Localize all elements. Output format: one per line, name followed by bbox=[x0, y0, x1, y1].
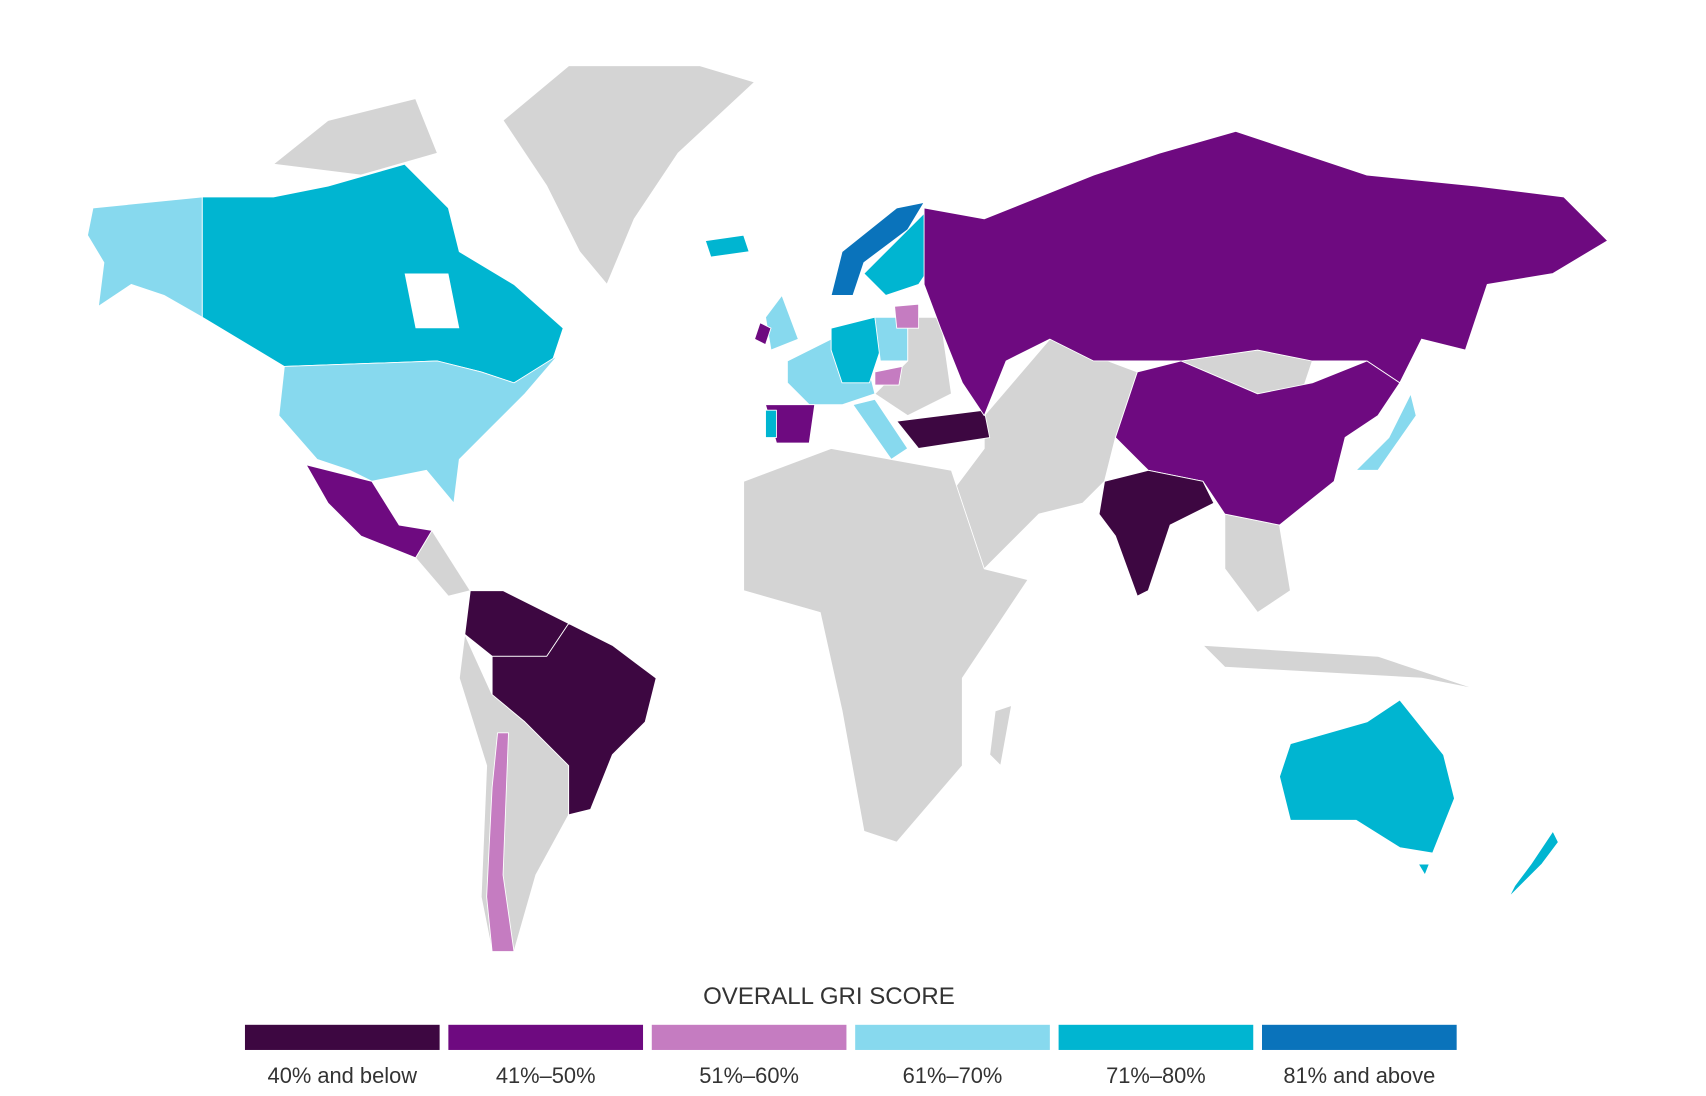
land bbox=[272, 98, 438, 176]
land bbox=[1224, 513, 1291, 613]
legend-label: 81% and above bbox=[1283, 1063, 1435, 1088]
country bbox=[923, 130, 1609, 417]
country bbox=[1508, 830, 1559, 898]
country bbox=[765, 294, 799, 351]
country bbox=[704, 234, 750, 258]
legend-swatch bbox=[1262, 1024, 1457, 1050]
country bbox=[1098, 469, 1215, 597]
country bbox=[830, 316, 881, 384]
country bbox=[754, 322, 772, 346]
land bbox=[743, 448, 1029, 843]
legend: 40% and below 41%–50% 51%–60% 61%–70% 71%–80… bbox=[244, 1024, 1457, 1088]
country bbox=[305, 464, 433, 559]
country bbox=[852, 398, 909, 460]
country bbox=[1417, 863, 1430, 876]
legend-label: 51%–60% bbox=[699, 1063, 799, 1088]
country bbox=[87, 196, 203, 318]
legend-swatch bbox=[855, 1024, 1050, 1050]
country bbox=[765, 409, 777, 438]
country bbox=[491, 623, 657, 816]
legend-label: 40% and below bbox=[268, 1063, 418, 1088]
legend-title: OVERALL GRI SCORE bbox=[703, 983, 955, 1010]
country bbox=[874, 366, 903, 386]
country bbox=[894, 303, 920, 329]
legend-swatch bbox=[244, 1024, 440, 1050]
legend-swatch bbox=[651, 1024, 847, 1050]
legend-label: 61%–70% bbox=[903, 1063, 1003, 1088]
land bbox=[502, 65, 756, 285]
hudson-bay bbox=[404, 273, 460, 329]
land bbox=[1202, 644, 1477, 690]
legend-label: 71%–80% bbox=[1106, 1063, 1206, 1088]
country bbox=[896, 409, 991, 449]
country bbox=[278, 355, 559, 504]
country bbox=[486, 732, 515, 952]
country bbox=[1355, 393, 1417, 471]
country bbox=[201, 163, 564, 384]
country bbox=[1279, 699, 1455, 854]
land bbox=[989, 705, 1013, 767]
legend-label: 41%–50% bbox=[496, 1063, 596, 1088]
country bbox=[830, 201, 925, 296]
countries bbox=[87, 65, 1609, 952]
legend-swatch bbox=[1058, 1024, 1254, 1050]
legend-swatch bbox=[448, 1024, 644, 1050]
